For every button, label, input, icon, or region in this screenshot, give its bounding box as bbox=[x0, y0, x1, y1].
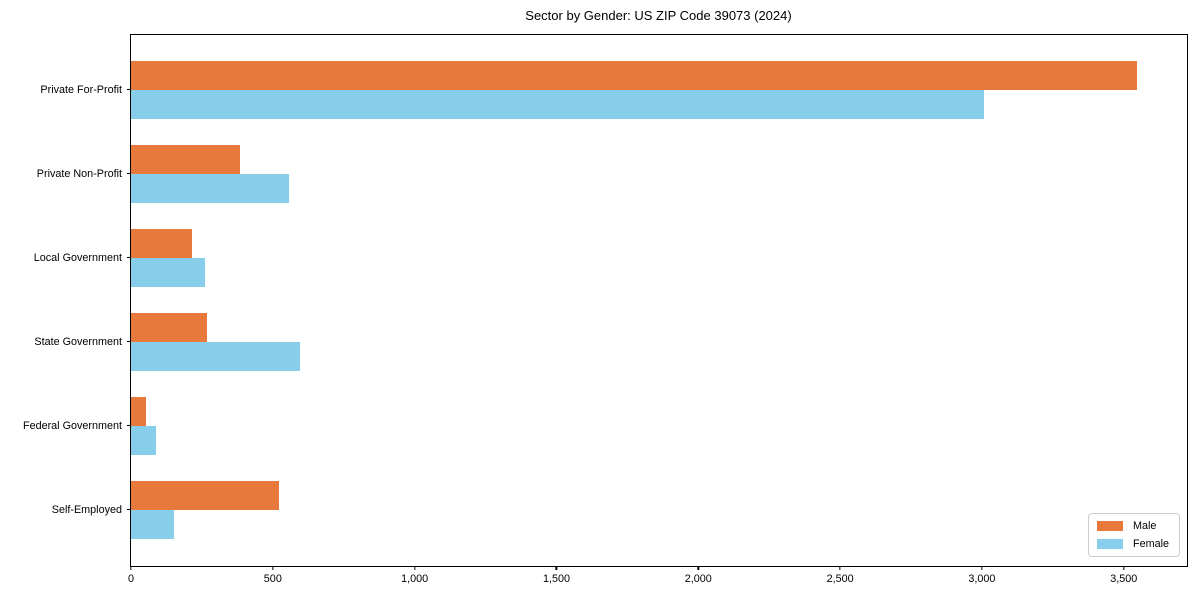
x-tick bbox=[697, 566, 699, 570]
legend-item-female: Female bbox=[1096, 538, 1169, 550]
bar-female-0 bbox=[131, 89, 985, 119]
x-tick bbox=[981, 566, 983, 570]
x-tick-label: 1,000 bbox=[401, 573, 429, 585]
x-tick bbox=[1123, 566, 1125, 570]
x-tick-label: 3,500 bbox=[1110, 573, 1138, 585]
legend-label-male: Male bbox=[1132, 520, 1157, 532]
y-tick-label: Local Government bbox=[33, 251, 122, 264]
y-tick-label: Self-Employed bbox=[51, 503, 122, 516]
bar-male-4 bbox=[131, 396, 147, 426]
legend-swatch-female bbox=[1096, 539, 1123, 549]
legend-item-male: Male bbox=[1096, 520, 1169, 532]
y-tick bbox=[127, 88, 131, 91]
legend-swatch-male bbox=[1096, 521, 1123, 531]
bar-male-2 bbox=[131, 228, 192, 258]
plot-area: Male Female Private For-Profit Private Non… bbox=[23, 34, 1188, 585]
x-tick bbox=[839, 566, 841, 570]
x-tick bbox=[272, 566, 274, 570]
y-tick-label: Federal Government bbox=[22, 419, 122, 432]
bar-female-3 bbox=[131, 341, 301, 371]
x-tick-label: 1,500 bbox=[542, 573, 570, 585]
bar-female-5 bbox=[131, 509, 174, 539]
legend-label-female: Female bbox=[1132, 538, 1169, 550]
chart-title: Sector by Gender: US ZIP Code 39073 (202… bbox=[525, 8, 792, 23]
x-tick-label: 2,000 bbox=[684, 573, 712, 585]
y-tick bbox=[127, 256, 131, 259]
legend: Male Female bbox=[1087, 513, 1180, 557]
x-tick-label: 2,500 bbox=[826, 573, 854, 585]
x-tick bbox=[413, 566, 416, 570]
x-tick-label: 0 bbox=[127, 573, 135, 585]
y-tick-label: State Government bbox=[34, 335, 122, 348]
y-tick bbox=[127, 340, 131, 343]
y-tick bbox=[127, 172, 131, 175]
bar-female-4 bbox=[131, 425, 156, 455]
x-tick-label: 3,000 bbox=[968, 573, 996, 585]
bar-male-0 bbox=[131, 60, 1137, 90]
bar-male-1 bbox=[131, 144, 241, 174]
x-tick-label: 500 bbox=[263, 573, 282, 585]
bar-female-1 bbox=[131, 173, 290, 203]
bar-male-5 bbox=[131, 480, 280, 510]
bar-male-3 bbox=[131, 312, 208, 342]
bar-female-2 bbox=[131, 257, 205, 287]
y-tick bbox=[127, 508, 131, 511]
x-tick bbox=[555, 566, 558, 570]
y-tick-label: Private Non-Profit bbox=[36, 167, 122, 180]
y-tick-label: Private For-Profit bbox=[40, 83, 122, 96]
x-tick bbox=[130, 566, 132, 570]
y-tick bbox=[127, 424, 131, 427]
